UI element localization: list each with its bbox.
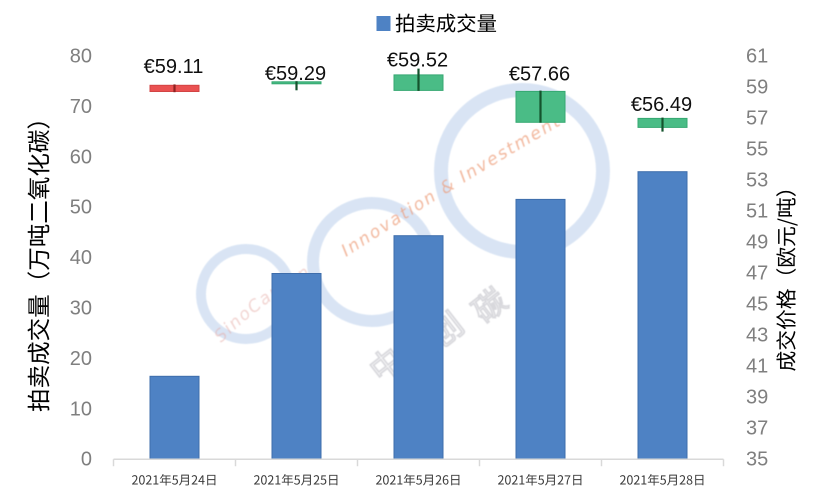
x-axis-label: 2021年5月27日 [497,473,582,486]
left-axis-tick-label: 0 [81,449,92,471]
legend-swatch [376,16,391,31]
right-axis-tick-label: 59 [746,77,768,99]
right-axis-tick-label: 61 [746,46,768,68]
volume-bar [149,375,200,460]
price-label: €59.52 [387,50,448,72]
right-axis-title: 成交价格（欧元/吨） [776,190,798,371]
volume-bar [271,273,322,460]
legend-item-auction-volume[interactable]: 拍卖成交量 [376,13,497,33]
price-label: €57.66 [509,64,570,86]
right-axis-tick-labels: 35 37 39 41 43 45 47 49 51 53 55 57 59 61 [746,46,768,471]
x-axis-label: 2021年5月28日 [619,473,704,486]
volume-bar [515,198,566,460]
left-axis-tick-label: 70 [70,96,92,118]
right-axis-tick-label: 43 [746,325,768,347]
volume-bar [637,171,688,460]
right-axis-tick-label: 51 [746,201,768,223]
price-label: €59.11 [144,56,204,78]
right-axis-tick-label: 53 [746,170,768,192]
watermark-cn-glyph [467,283,511,327]
left-axis-tick-label: 80 [70,46,92,68]
x-axis-label: 2021年5月25日 [253,473,338,486]
x-axis-labels: 2021年5月24日 2021年5月25日 2021年5月26日 2021年5月… [131,473,704,486]
x-axis-label: 2021年5月24日 [131,473,216,486]
candlestick-series [149,68,688,132]
right-axis-tick-label: 35 [746,449,768,471]
x-axis [112,458,725,467]
volume-bar [393,235,444,460]
left-axis-tick-labels: 0 10 20 30 40 50 60 70 80 [70,46,92,471]
left-axis-title: 拍卖成交量（万吨二氧化碳） [27,122,50,412]
right-axis-tick-label: 55 [746,139,768,161]
left-axis-tick-label: 20 [70,348,92,370]
left-axis-tick-label: 40 [70,247,92,269]
right-axis-tick-label: 37 [746,418,768,440]
right-axis-tick-label: 41 [746,356,768,378]
left-axis-tick-label: 10 [70,398,92,420]
left-axis-tick-label: 50 [70,197,92,219]
right-axis-tick-label: 57 [746,108,768,130]
right-axis-tick-label: 39 [746,387,768,409]
left-axis-tick-label: 60 [70,146,92,168]
right-axis-tick-label: 49 [746,232,768,254]
x-axis-label: 2021年5月26日 [375,473,460,486]
right-axis-tick-label: 47 [746,263,768,285]
price-label: €59.29 [265,63,326,85]
price-labels: €59.11 €59.29 €59.52 €57.66 €56.49 [144,50,692,117]
price-label: €56.49 [631,94,692,116]
legend-label: 拍卖成交量 [395,13,497,33]
right-axis-tick-label: 45 [746,294,768,316]
left-axis-tick-label: 30 [70,298,92,320]
